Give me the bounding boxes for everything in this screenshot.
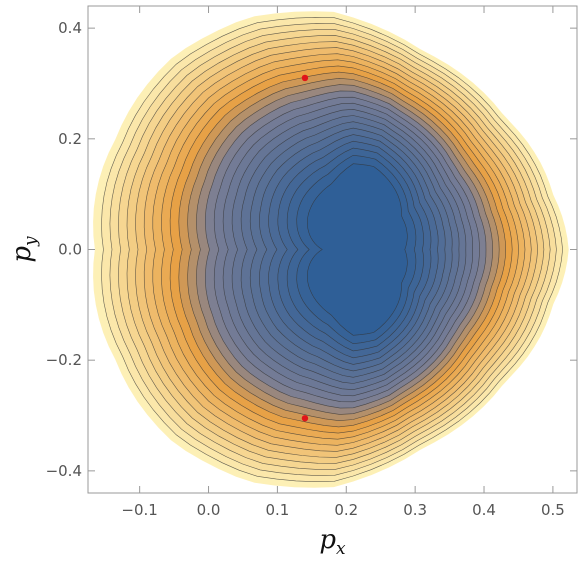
- y-axis-title: py: [7, 236, 41, 263]
- y-axis-title-subscript: y: [21, 236, 41, 247]
- x-axis-ticks: −0.1 0.0 0.1 0.2 0.3 0.4 0.5: [121, 6, 565, 519]
- x-tick-label: 0.2: [334, 501, 358, 519]
- x-tick-label: 0.5: [541, 501, 565, 519]
- contour-level: [306, 163, 408, 336]
- y-tick-label: 0.2: [58, 130, 82, 148]
- x-axis-title-main: p: [319, 525, 336, 555]
- y-tick-label: 0.4: [58, 19, 82, 37]
- x-tick-label: 0.4: [472, 501, 496, 519]
- x-tick-label: 0.3: [403, 501, 427, 519]
- x-tick-label: 0.0: [197, 501, 221, 519]
- y-tick-label: 0.0: [58, 241, 82, 259]
- y-axis-title-main: p: [7, 246, 37, 263]
- contour-fills: [93, 11, 569, 488]
- x-tick-label: 0.1: [265, 501, 289, 519]
- marked-points: [301, 74, 309, 422]
- marked-point: [301, 74, 309, 82]
- y-axis-ticks: −0.4 −0.2 0.0 0.2 0.4: [46, 19, 577, 480]
- marked-point: [301, 415, 309, 422]
- y-tick-label: −0.4: [46, 462, 82, 480]
- x-tick-label: −0.1: [121, 501, 157, 519]
- y-tick-label: −0.2: [46, 351, 82, 369]
- x-axis-title-subscript: x: [336, 539, 346, 559]
- x-axis-title: px: [319, 525, 346, 559]
